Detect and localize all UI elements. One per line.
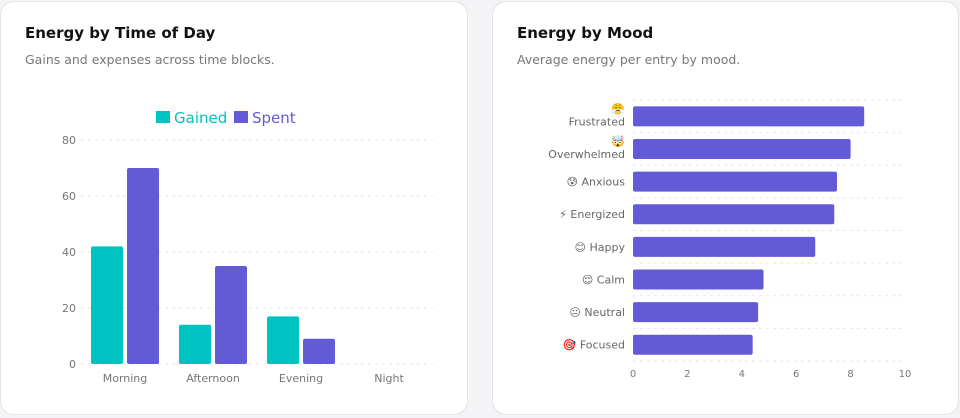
y-tick-label: 60 xyxy=(62,190,76,203)
legend-label: Gained xyxy=(174,109,227,127)
legend-swatch xyxy=(156,111,170,123)
bar xyxy=(633,138,851,159)
card-title: Energy by Mood xyxy=(517,24,654,42)
x-tick-label: Afternoon xyxy=(186,372,240,385)
bar xyxy=(633,334,753,355)
x-tick-label: 2 xyxy=(684,369,690,380)
bar xyxy=(633,302,759,323)
bar-spent xyxy=(215,266,247,364)
y-tick-emoji: 😤 xyxy=(611,102,625,115)
x-tick-label: Morning xyxy=(103,372,148,385)
time-of-day-card: Energy by Time of Day Gains and expenses… xyxy=(0,1,468,415)
x-tick-label: 10 xyxy=(899,369,912,380)
legend-label: Spent xyxy=(252,109,296,127)
y-tick-emoji: 🤯 xyxy=(611,135,625,148)
y-tick-label: 😊 Happy xyxy=(575,241,626,254)
bar xyxy=(633,106,865,127)
y-tick-label: Frustrated xyxy=(569,115,625,128)
bar-gained xyxy=(91,246,123,364)
x-tick-label: 6 xyxy=(793,369,799,380)
legend-swatch xyxy=(234,111,248,123)
mood-card: Energy by Mood Average energy per entry … xyxy=(492,1,959,415)
bar xyxy=(633,171,837,192)
y-tick-label: 40 xyxy=(62,246,76,259)
bar-spent xyxy=(127,168,159,364)
x-tick-label: Night xyxy=(374,372,404,385)
y-tick-label: 🎯 Focused xyxy=(563,339,625,352)
y-tick-label: 0 xyxy=(69,358,76,371)
x-tick-label: Evening xyxy=(279,372,323,385)
bar-gained xyxy=(179,324,211,364)
card-title: Energy by Time of Day xyxy=(25,24,216,42)
bar-gained xyxy=(267,316,299,364)
y-tick-label: 20 xyxy=(62,302,76,315)
x-tick-label: 8 xyxy=(847,369,853,380)
card-subtitle: Average energy per entry by mood. xyxy=(517,52,741,67)
time-of-day-chart: 0 20 40 60 80 Morning Afternoon Evening Night Gai… xyxy=(62,109,433,385)
y-tick-label: 😐 Neutral xyxy=(569,306,625,319)
y-tick-label: Overwhelmed xyxy=(548,148,625,161)
y-tick-label: 80 xyxy=(62,134,76,147)
bar xyxy=(633,269,764,290)
y-tick-label: 😌 Calm xyxy=(582,273,625,286)
y-tick-label: ⚡ Energized xyxy=(559,208,625,221)
x-tick-label: 4 xyxy=(739,369,745,380)
bar-spent xyxy=(303,338,335,364)
mood-chart: 0 2 4 6 8 10 😤Frustrated 🤯Overwhelmed 😰 Anxious ⚡… xyxy=(548,99,912,380)
bar xyxy=(633,204,835,225)
bar xyxy=(633,236,816,257)
y-tick-label: 😰 Anxious xyxy=(567,176,626,189)
card-subtitle: Gains and expenses across time blocks. xyxy=(25,52,275,67)
x-tick-label: 0 xyxy=(630,369,636,380)
